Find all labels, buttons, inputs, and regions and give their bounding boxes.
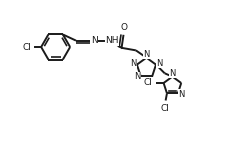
- Text: Cl: Cl: [161, 104, 169, 113]
- Text: Cl: Cl: [22, 42, 31, 51]
- Text: Cl: Cl: [144, 78, 153, 87]
- Text: N: N: [143, 50, 150, 59]
- Text: N: N: [178, 90, 185, 99]
- Text: N: N: [156, 58, 163, 68]
- Text: N: N: [169, 69, 176, 78]
- Text: O: O: [120, 24, 127, 33]
- Text: N: N: [91, 36, 98, 45]
- Text: N: N: [130, 58, 137, 68]
- Text: N: N: [134, 72, 140, 81]
- Text: NH: NH: [105, 36, 119, 45]
